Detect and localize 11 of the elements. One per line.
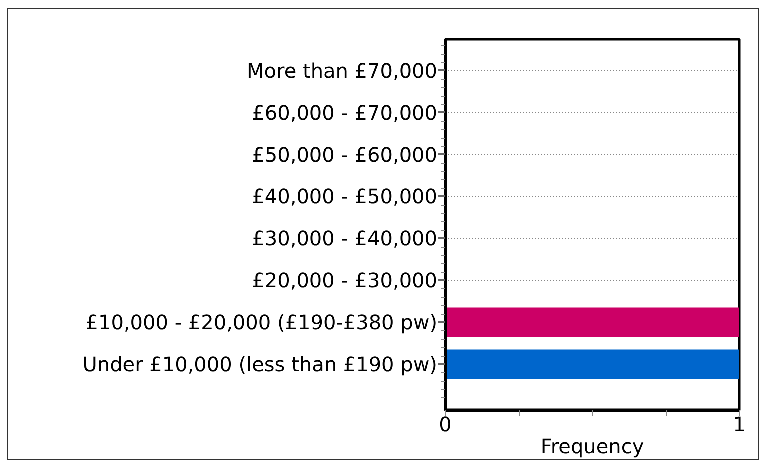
y-tick-label: £10,000 - £20,000 (£190-£380 pw) — [86, 310, 438, 334]
y-tick-label: £30,000 - £40,000 — [252, 226, 438, 251]
y-tick-label: £20,000 - £30,000 — [252, 268, 438, 293]
y-tick-label: £40,000 - £50,000 — [252, 184, 438, 209]
y-tick-label: £50,000 - £60,000 — [252, 142, 438, 167]
x-tick-label: 0 — [439, 412, 452, 436]
y-tick-label: More than £70,000 — [247, 58, 438, 83]
x-axis-title: Frequency — [540, 434, 644, 458]
x-tick-label: 1 — [733, 412, 746, 436]
y-tick-label: £60,000 - £70,000 — [252, 100, 438, 125]
y-tick-label: Under £10,000 (less than £190 pw) — [82, 352, 438, 376]
